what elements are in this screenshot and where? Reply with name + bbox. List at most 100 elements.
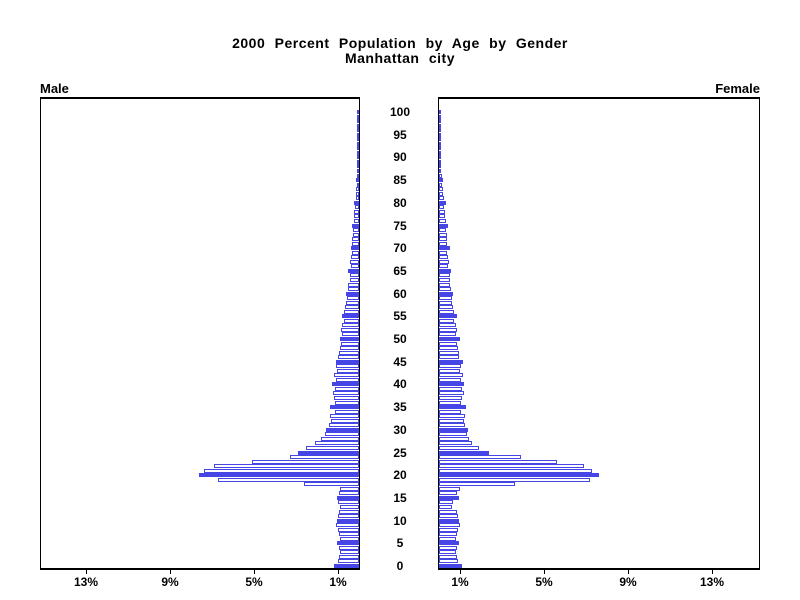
male-bar-age-93 (357, 142, 359, 146)
female-bar-age-6 (439, 537, 456, 541)
male-bar-age-95 (357, 133, 359, 137)
female-bar-age-47 (439, 351, 459, 355)
female-pct-tick-label-13: 13% (699, 575, 725, 589)
male-bar-age-88 (357, 164, 359, 168)
female-bar-age-66 (439, 264, 448, 268)
male-bar-age-72 (352, 237, 359, 241)
female-bar-age-10 (439, 519, 459, 523)
age-tick-label-5: 5 (396, 536, 404, 550)
male-bar-age-60 (346, 292, 359, 296)
male-bar-age-28 (321, 437, 359, 441)
female-bar-age-53 (439, 323, 456, 327)
female-bar-age-31 (439, 423, 465, 427)
female-bar-age-59 (439, 296, 452, 300)
age-tick-label-65: 65 (393, 264, 407, 278)
male-bar-age-66 (351, 264, 359, 268)
age-tick-label-85: 85 (393, 173, 407, 187)
male-bar-age-29 (325, 432, 359, 436)
male-bar-age-5 (337, 541, 359, 545)
male-bar-age-3 (340, 550, 359, 554)
female-bar-age-8 (439, 528, 458, 532)
age-tick-label-35: 35 (393, 400, 407, 414)
female-bar-age-61 (439, 287, 451, 291)
age-tick-label-40: 40 (393, 377, 407, 391)
male-bar-age-49 (341, 342, 359, 346)
female-bar-age-68 (439, 255, 448, 259)
female-bar-age-64 (439, 273, 450, 277)
female-bar-age-3 (439, 550, 456, 554)
age-tick-label-50: 50 (393, 332, 407, 346)
male-bar-age-43 (337, 369, 359, 373)
male-bar-age-26 (306, 446, 359, 450)
male-bar-age-36 (335, 401, 359, 405)
male-bar-age-27 (315, 441, 359, 445)
male-bar-age-67 (350, 260, 359, 264)
male-bar-age-84 (357, 183, 359, 187)
female-bar-age-2 (439, 555, 457, 559)
male-bar-age-7 (339, 532, 359, 536)
female-bar-age-72 (439, 237, 447, 241)
female-bar-age-80 (439, 201, 446, 205)
female-bar-age-46 (439, 355, 459, 359)
female-bar-age-20 (439, 473, 599, 477)
male-bar-age-57 (345, 305, 359, 309)
female-bar-age-13 (439, 505, 452, 509)
male-bar-age-4 (339, 546, 359, 550)
female-bar-age-75 (439, 224, 448, 228)
female-bar-age-58 (439, 301, 452, 305)
male-bar-age-55 (342, 314, 359, 318)
male-bar-age-37 (334, 396, 359, 400)
age-tick-label-95: 95 (393, 128, 407, 142)
male-bar-age-22 (214, 464, 359, 468)
male-bar-age-98 (357, 119, 359, 123)
female-bar-age-22 (439, 464, 584, 468)
female-bar-age-67 (439, 260, 449, 264)
male-bar-age-14 (338, 500, 359, 504)
male-bar-age-46 (338, 355, 359, 359)
female-bar-age-38 (439, 391, 464, 395)
female-pct-tick-1 (460, 570, 461, 574)
male-bar-age-40 (332, 382, 359, 386)
female-bar-age-77 (439, 214, 445, 218)
male-bar-age-76 (354, 219, 359, 223)
male-pct-tick-label-5: 5% (245, 575, 263, 589)
female-pct-tick-label-9: 9% (619, 575, 637, 589)
female-bar-age-54 (439, 319, 454, 323)
female-bar-age-95 (439, 133, 441, 137)
female-bar-age-92 (439, 146, 441, 150)
female-bar-age-52 (439, 328, 457, 332)
female-bar-age-79 (439, 205, 444, 209)
female-bar-age-56 (439, 310, 454, 314)
male-bar-age-0 (334, 564, 359, 568)
male-bar-age-8 (338, 528, 359, 532)
male-bar-age-82 (356, 192, 359, 196)
male-bar-age-79 (355, 205, 359, 209)
female-bar-age-7 (439, 532, 457, 536)
female-bar-age-91 (439, 151, 441, 155)
female-bar-age-1 (439, 559, 458, 563)
female-bar-age-45 (439, 360, 463, 364)
male-bar-age-96 (357, 128, 359, 132)
female-bar-age-88 (439, 164, 441, 168)
age-tick-label-30: 30 (393, 423, 407, 437)
male-bar-age-13 (340, 505, 359, 509)
female-panel-label: Female (715, 81, 760, 96)
female-bar-age-34 (439, 410, 461, 414)
male-bar-age-31 (329, 423, 359, 427)
female-bar-age-99 (439, 115, 441, 119)
male-bar-age-47 (339, 351, 359, 355)
female-bar-age-21 (439, 469, 592, 473)
male-bar-age-90 (357, 155, 359, 159)
age-tick-label-10: 10 (393, 514, 407, 528)
male-bar-age-39 (335, 387, 359, 391)
male-pct-tick-5 (254, 570, 255, 574)
age-tick-label-90: 90 (393, 150, 407, 164)
male-pct-tick-label-9: 9% (161, 575, 179, 589)
female-bar-age-76 (439, 219, 446, 223)
female-bar-age-87 (439, 169, 441, 173)
male-bar-age-25 (298, 451, 359, 455)
female-bar-age-65 (439, 269, 451, 273)
male-bar-age-50 (340, 337, 359, 341)
female-bar-age-19 (439, 478, 590, 482)
male-bar-age-100 (357, 110, 359, 114)
